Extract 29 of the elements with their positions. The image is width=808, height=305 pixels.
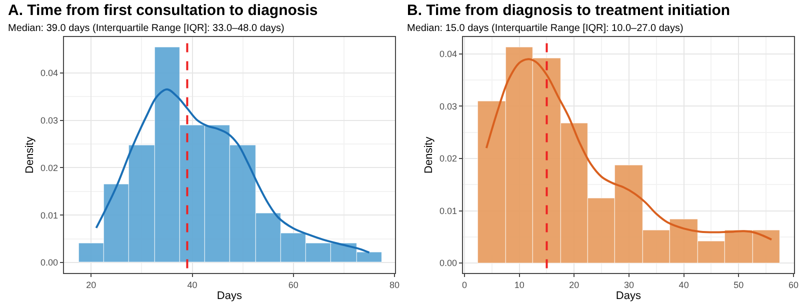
x-tick-label: 60 [788,280,798,290]
chart-subtitle: Median: 39.0 days (Interquartile Range [IQR]: 33.0–48.0 days) [8,23,284,34]
x-tick-label: 20 [569,280,580,290]
chart-title: A. Time from first consultation to diagnosis [8,2,318,19]
x-tick-label: 80 [390,280,400,290]
y-tick-label: 0.04 [440,49,458,60]
y-tick-label: 0.02 [40,162,58,173]
x-axis-title: Days [616,290,642,302]
x-tick-label: 40 [678,280,689,290]
y-tick-label: 0.04 [40,68,58,78]
x-tick-label: 10 [514,280,524,290]
y-tick-label: 0.00 [40,258,58,268]
y-axis-title: Density [24,136,36,174]
y-tick-label: 0.03 [440,101,458,112]
x-tick-label: 40 [187,280,198,290]
y-tick-label: 0.00 [440,258,458,268]
y-tick-label: 0.01 [440,206,458,216]
y-tick-label: 0.02 [440,154,458,164]
x-tick-label: 30 [624,280,634,290]
x-tick-label: 50 [734,280,744,290]
chart-title: B. Time from diagnosis to treatment initiation [407,2,730,19]
y-axis-title: Density [423,136,436,174]
chart-subtitle: Median: 15.0 days (Interquartile Range [IQR]: 10.0–27.0 days) [407,23,684,34]
x-tick-label: 0 [462,280,467,290]
y-tick-label: 0.03 [40,115,58,126]
y-tick-label: 0.01 [40,210,58,220]
x-tick-label: 60 [288,280,298,290]
x-tick-label: 20 [86,280,96,290]
x-axis-title: Days [216,290,242,302]
